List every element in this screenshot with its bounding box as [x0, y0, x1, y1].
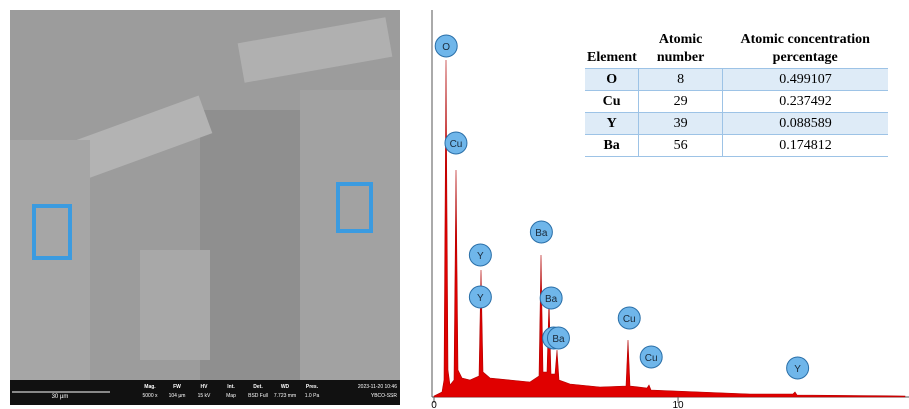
peak-label: Ba — [545, 294, 558, 305]
table-cell: O — [585, 69, 639, 91]
page: 30 µm Mag. 5000 x FW 104 µm HV 15 kV Int. Map Det… — [0, 0, 909, 409]
peak-label: Cu — [623, 314, 636, 325]
info-value: 1.0 Pa — [305, 393, 320, 399]
info-value: 104 µm — [169, 393, 186, 399]
x-tick-label: 10 — [672, 400, 684, 409]
info-label: Int. — [227, 384, 235, 390]
info-label: Mag. — [144, 384, 156, 390]
sem-image — [10, 10, 400, 405]
info-value: 7.723 mm — [274, 393, 296, 399]
table-cell: 0.174812 — [722, 135, 888, 157]
info-label: Pres. — [306, 384, 319, 390]
peak-label: Y — [477, 293, 484, 304]
info-label: HV — [201, 384, 209, 390]
info-label: FW — [173, 384, 181, 390]
peak-label: O — [442, 42, 450, 53]
header-cell: Atomic concentration percentage — [722, 30, 888, 69]
table-cell: Y — [585, 113, 639, 135]
info-value: 15 kV — [198, 393, 211, 399]
peak-label: Y — [477, 251, 484, 262]
peak-label: Cu — [450, 139, 463, 150]
table-cell: 0.237492 — [722, 91, 888, 113]
scale-bar-label: 30 µm — [52, 394, 69, 400]
peak-label: Ba — [552, 334, 565, 345]
table-cell: Cu — [585, 91, 639, 113]
info-value: 5000 x — [142, 393, 158, 399]
peak-label: Y — [794, 364, 801, 375]
table-cell: 0.088589 — [722, 113, 888, 135]
table-cell: 8 — [639, 69, 723, 91]
timestamp: 2023-11-20 10:46 — [358, 384, 397, 390]
header-cell: Atomic number — [639, 30, 723, 69]
info-label: WD — [281, 384, 290, 390]
table-cell: 29 — [639, 91, 723, 113]
table-cell: Ba — [585, 135, 639, 157]
table-cell: 56 — [639, 135, 723, 157]
table-cell: 0.499107 — [722, 69, 888, 91]
info-value: BSD Full — [248, 393, 268, 399]
x-tick-label: 0 — [431, 400, 437, 409]
info-value: Map — [226, 393, 236, 399]
table-cell: 39 — [639, 113, 723, 135]
peak-label: Ba — [535, 228, 548, 239]
info-label: Det. — [253, 384, 263, 390]
peak-label: Cu — [645, 353, 658, 364]
header-cell: Element — [585, 30, 639, 69]
sample-name: YBCO-SSR — [371, 393, 398, 399]
